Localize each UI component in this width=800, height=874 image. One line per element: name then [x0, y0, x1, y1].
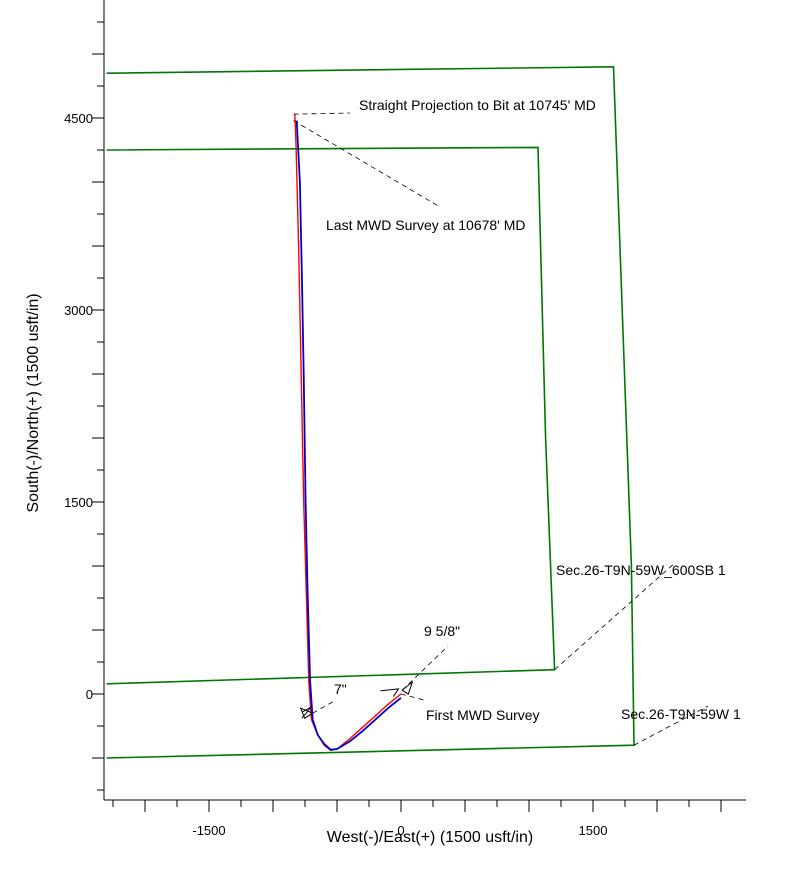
y-tick-label-1: 1500 — [64, 495, 93, 510]
y-tick-label-0: 0 — [86, 687, 93, 702]
boundary-leader-2 — [554, 561, 677, 670]
annotation-leader-1 — [293, 120, 441, 208]
annotation-label-1: Last MWD Survey at 10678' MD — [326, 217, 526, 233]
annotation-leader-3 — [402, 645, 449, 691]
annotation-label-2: First MWD Survey — [426, 707, 540, 723]
annotation-leader-2 — [400, 693, 425, 701]
section-boundary-2 — [106, 146, 556, 685]
casing-7in-marker — [299, 707, 314, 719]
first-survey-marker — [380, 688, 400, 697]
x-tick-label-1: 0 — [397, 823, 404, 838]
well-path-series-2 — [295, 120, 402, 751]
y-tick-label-2: 3000 — [64, 303, 93, 318]
boundary-label-2: Sec.26-T9N-59W_600SB 1 — [556, 562, 726, 578]
section-boundary-1 — [106, 65, 635, 759]
annotation-leader-0 — [293, 112, 351, 115]
casing-7in-shoe-marker — [301, 706, 312, 719]
boundary-label-1: Sec.26-T9N-59W 1 — [621, 706, 741, 722]
casing-9-5-8in-marker — [401, 680, 414, 695]
x-tick-label-2: 1500 — [579, 823, 608, 838]
annotation-leader-4 — [312, 699, 337, 714]
annotation-label-4: 7" — [334, 681, 347, 697]
x-tick-label-0: -1500 — [192, 823, 225, 838]
annotation-label-3: 9 5/8" — [424, 623, 460, 639]
well-path-series-1 — [294, 114, 402, 751]
boundary-leader-1 — [633, 705, 709, 746]
y-axis-title: South(-)/North(+) (1500 usft/in) — [25, 293, 42, 512]
annotation-label-0: Straight Projection to Bit at 10745' MD — [359, 97, 596, 113]
x-axis-title: West(-)/East(+) (1500 usft/in) — [327, 829, 533, 846]
y-tick-label-3: 4500 — [64, 111, 93, 126]
